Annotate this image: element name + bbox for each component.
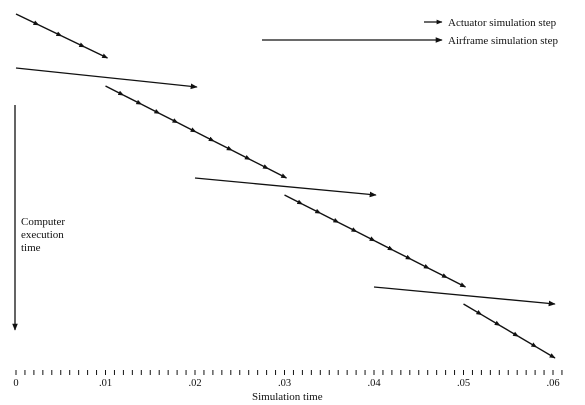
legend-actuator-label: Actuator simulation step [448,17,557,29]
actuator-step-arrow [320,212,340,224]
x-axis-tick-labels: 0 .01 .02 .03 .04 .05 .06 [13,378,559,389]
actuator-step-arrow [249,158,269,170]
actuator-step-arrow [15,13,40,26]
actuator-step-arrow [213,140,233,152]
actuator-step-arrow [105,85,125,96]
y-axis-label-line-3: time [21,242,41,254]
actuator-step-arrow [447,277,467,288]
actuator-step-arrow [159,112,179,124]
airframe-steps [15,67,556,307]
actuator-step-arrow [392,249,412,261]
legend-airframe-label: Airframe simulation step [448,35,558,47]
x-tick-label: .04 [367,378,381,389]
x-axis-label: Simulation time [252,391,323,403]
x-axis: 0 .01 .02 .03 .04 .05 .06 Simulation time [13,370,563,403]
legend: Actuator simulation step Airframe simula… [262,17,558,47]
actuator-step-arrow [499,324,519,338]
x-tick-label: 0 [13,378,18,389]
y-axis-label-line-1: Computer [21,216,65,228]
actuator-step-arrow [410,258,430,270]
x-axis-minor-ticks [15,370,563,375]
actuator-step-arrow [84,46,109,59]
actuator-step-arrow [518,335,538,348]
actuator-step-arrow [536,346,556,359]
x-tick-label: .01 [99,378,112,389]
x-tick-label: .03 [278,378,291,389]
y-axis-label-line-2: execution [21,229,64,241]
x-tick-label: .05 [457,378,470,389]
actuator-steps [15,13,556,359]
x-tick-label: .02 [188,378,201,389]
actuator-step-arrow [177,122,197,133]
actuator-step-arrow [463,303,483,316]
actuator-step-arrow [481,314,501,327]
actuator-step-arrow [428,267,448,279]
actuator-step-arrow [374,240,394,251]
actuator-step-arrow [338,221,358,233]
actuator-step-arrow [141,103,161,115]
actuator-step-arrow [195,131,215,142]
actuator-step-arrow [61,35,86,48]
airframe-step-arrow [373,286,556,307]
actuator-step-arrow [38,24,63,37]
actuator-step-arrow [231,149,251,161]
airframe-step-arrow [194,177,377,198]
actuator-step-arrow [284,194,304,205]
actuator-step-arrow [268,168,288,179]
x-tick-label: .06 [546,378,559,389]
actuator-step-arrow [123,94,143,106]
actuator-step-arrow [302,203,322,215]
y-axis: Computer execution time [12,105,65,331]
actuator-step-arrow [356,231,376,242]
airframe-step-arrow [15,67,198,90]
